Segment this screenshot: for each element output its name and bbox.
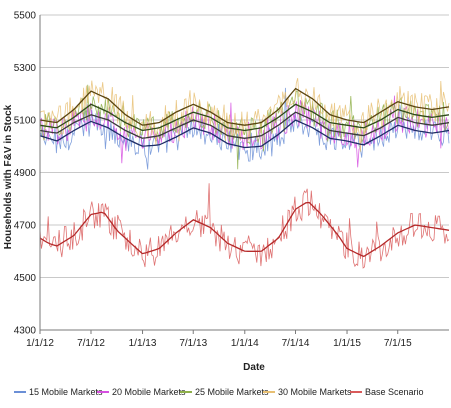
x-tick-label: 1/1/14 bbox=[231, 338, 259, 349]
series-line bbox=[39, 84, 450, 170]
y-tick-label: 4700 bbox=[14, 221, 37, 232]
series-line bbox=[39, 77, 450, 152]
legend-label: 25 Mobile Markets bbox=[195, 387, 269, 397]
series-trend-line bbox=[39, 87, 450, 126]
series-line bbox=[39, 87, 450, 170]
x-tick-label: 7/1/14 bbox=[282, 338, 310, 349]
x-tick-label: 1/1/12 bbox=[26, 338, 54, 349]
y-axis-label: Households with F&V in Stock bbox=[3, 104, 14, 249]
series-line bbox=[39, 183, 450, 269]
y-tick-label: 4300 bbox=[14, 326, 37, 337]
legend-label: 20 Mobile Markets bbox=[112, 387, 186, 397]
x-tick-label: 7/1/15 bbox=[384, 338, 412, 349]
series-trend-line bbox=[39, 111, 450, 139]
x-tick-label: 7/1/12 bbox=[77, 338, 105, 349]
y-tick-label: 5100 bbox=[14, 116, 37, 127]
series-trend-line bbox=[39, 201, 450, 258]
legend: 15 Mobile Markets 20 Mobile Markets 25 Mob… bbox=[14, 387, 424, 397]
y-tick-label: 4500 bbox=[14, 273, 37, 284]
y-tick-label: 5500 bbox=[14, 11, 37, 22]
x-tick-label: 1/1/15 bbox=[333, 338, 361, 349]
x-tick-label: 1/1/13 bbox=[129, 338, 157, 349]
legend-label: 15 Mobile Markets bbox=[29, 387, 103, 397]
x-tick-labels: 1/1/12 7/1/12 1/1/13 7/1/13 1/1/14 7/1/14 1/1/… bbox=[26, 330, 412, 349]
y-tick-label: 5300 bbox=[14, 63, 37, 74]
gridlines bbox=[40, 14, 449, 331]
y-tick-label: 4900 bbox=[14, 168, 37, 179]
x-axis-label: Date bbox=[243, 362, 265, 373]
series-trend-line bbox=[39, 103, 450, 132]
y-tick-labels: 4300 4500 4700 4900 5100 5300 5500 bbox=[14, 11, 37, 337]
x-tick-label: 7/1/13 bbox=[179, 338, 207, 349]
legend-label: Base Scenario bbox=[365, 387, 424, 397]
series-lines bbox=[39, 77, 450, 269]
legend-label: 30 Mobile Markets bbox=[278, 387, 352, 397]
series-trend-line bbox=[39, 119, 450, 149]
